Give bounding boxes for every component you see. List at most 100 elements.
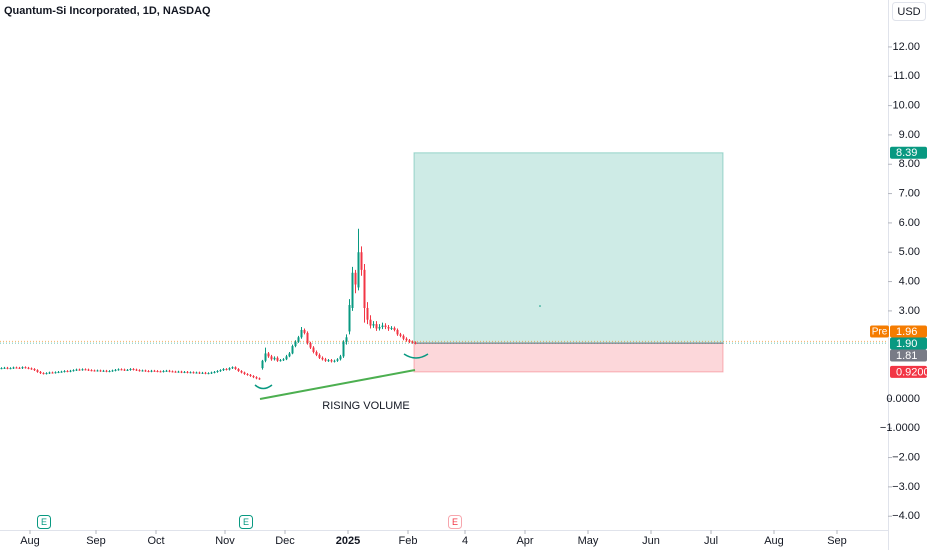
candle-body <box>120 369 123 371</box>
y-tick-label: 0.0000 <box>886 393 920 405</box>
candle-body <box>192 372 195 374</box>
x-tick-label: Aug <box>20 535 40 547</box>
price-label: 1.96 <box>896 326 917 338</box>
candle-body <box>399 334 402 336</box>
candle-body <box>246 373 249 375</box>
candle-body <box>210 372 213 374</box>
candle-body <box>312 347 315 352</box>
candle-body <box>270 356 273 360</box>
candle-body <box>204 372 207 374</box>
candle-body <box>168 370 171 372</box>
y-tick-label: 11.00 <box>893 70 920 82</box>
candle-body <box>12 367 15 369</box>
candle-body <box>207 373 210 375</box>
candle-body <box>48 372 51 374</box>
candle-body <box>351 272 354 308</box>
candle-body <box>162 371 165 373</box>
candle-body <box>9 368 12 370</box>
candle-body <box>279 360 282 362</box>
candle-body <box>138 370 141 372</box>
candle-body <box>396 329 399 335</box>
candle-body <box>159 371 162 373</box>
candle-body <box>381 325 384 328</box>
candle-body <box>273 357 276 360</box>
candle-body <box>264 353 267 361</box>
candle-body <box>291 346 294 354</box>
currency-box[interactable] <box>892 2 926 21</box>
candle-body <box>402 335 405 339</box>
candle-body <box>255 377 258 379</box>
price-label-box <box>890 365 927 378</box>
candle-body <box>336 359 339 361</box>
y-tick-label: −3.00 <box>892 481 920 493</box>
price-label-box <box>890 325 927 338</box>
loss-zone <box>413 342 724 373</box>
y-tick-label: 5.00 <box>899 246 920 258</box>
profit-zone <box>413 152 724 344</box>
price-label: 0.9200 <box>896 366 930 378</box>
candle-body <box>144 370 147 372</box>
candle-body <box>330 360 333 362</box>
candle-body <box>30 368 33 370</box>
x-tick-label: 2025 <box>336 535 360 547</box>
candle-body <box>345 337 348 342</box>
candle-body <box>234 367 237 369</box>
candle-body <box>294 341 297 347</box>
y-tick-label: 10.00 <box>892 99 920 111</box>
candle-body <box>393 327 396 330</box>
candle-body <box>165 370 168 372</box>
candle-body <box>285 356 288 360</box>
candle-body <box>243 372 246 374</box>
earnings-label[interactable]: E <box>41 517 47 527</box>
annotation: RISING VOLUME <box>322 400 409 412</box>
candle-body <box>78 369 81 371</box>
candle-body <box>276 357 279 361</box>
x-tick-label: Aug <box>764 535 784 547</box>
earnings-marker[interactable]: E <box>239 515 253 529</box>
earnings-label[interactable]: E <box>452 517 458 527</box>
x-tick-label: Jul <box>704 535 718 547</box>
price-label: 1.90 <box>896 338 917 350</box>
x-tick-label: 4 <box>462 535 468 547</box>
price-label-prefix: Pre <box>872 327 888 338</box>
y-tick-label: 3.00 <box>899 305 920 317</box>
candle-body <box>75 369 78 371</box>
candle-body <box>261 360 264 369</box>
candle-body <box>51 372 54 374</box>
candle-body <box>387 327 390 329</box>
candle-body <box>147 371 150 373</box>
candle-body <box>42 373 45 375</box>
x-tick-label: Oct <box>147 535 164 547</box>
candle-body <box>363 269 366 308</box>
candle-body <box>69 370 72 372</box>
candle-body <box>54 372 57 374</box>
candle-body <box>405 338 408 341</box>
currency[interactable]: USD <box>897 6 920 18</box>
candle-body <box>414 342 417 344</box>
candle-body <box>324 359 327 361</box>
arc-drawing <box>254 384 273 390</box>
candle-body <box>378 327 381 329</box>
candle-body <box>219 370 222 372</box>
candle-body <box>153 370 156 372</box>
price-label-prefix-box <box>870 325 889 338</box>
price-label-box <box>890 337 927 350</box>
y-tick-label: 6.00 <box>899 217 920 229</box>
x-tick-label: Nov <box>215 535 235 547</box>
candle-body <box>111 370 114 372</box>
candle-body <box>72 370 75 372</box>
candle-body <box>27 367 30 369</box>
candle-body <box>333 360 336 362</box>
earnings-marker[interactable]: E <box>448 515 462 529</box>
earnings-label[interactable]: E <box>243 517 249 527</box>
candle-body <box>384 325 387 328</box>
candle-body <box>228 368 231 370</box>
y-tick-label: 7.00 <box>899 187 920 199</box>
candle-body <box>225 368 228 370</box>
candle-body <box>357 252 360 288</box>
candle-body <box>180 371 183 373</box>
candle-body <box>36 370 39 372</box>
earnings-marker[interactable]: E <box>37 515 51 529</box>
candle-body <box>318 354 321 358</box>
